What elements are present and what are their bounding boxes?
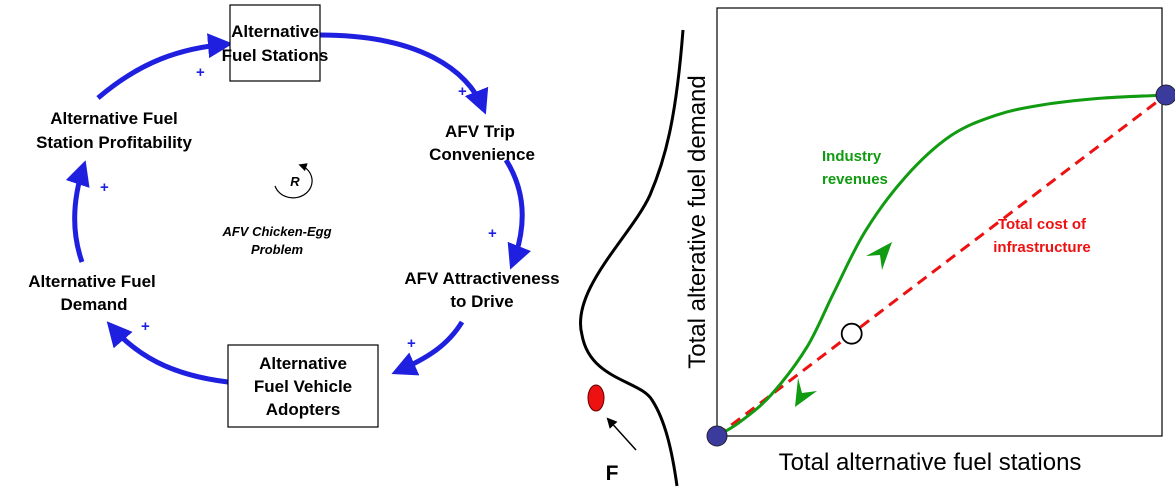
arrow-adopters-to-demand [106,321,229,385]
landscape-curve [579,29,685,487]
node-profitability-line2: Station Profitability [36,133,192,152]
equilibrium-point-unstable [840,322,863,345]
potential-landscape: F [579,29,685,487]
polarity-adopters-to-demand: + [141,318,150,335]
plot-frame [716,7,1163,437]
loop-rotation-icon [274,163,313,199]
revenue-label-line1: Industry [822,148,882,165]
revenue-direction-arrow-lower [795,378,817,407]
node-stations-line1: Alternative [231,22,319,41]
causal-loop-diagram: Alternative Fuel Stations AFV Trip Conve… [28,4,560,428]
polarity-demand-to-profitability: + [100,179,109,196]
node-convenience-line2: Convenience [429,145,535,164]
node-convenience-line1: AFV Trip [445,122,515,141]
node-adopters-line2: Fuel Vehicle [254,377,352,396]
node-attractiveness-line1: AFV Attractiveness [404,269,559,288]
polarity-convenience-to-attractiveness: + [488,225,497,242]
cost-label-line2: infrastructure [993,239,1091,256]
node-box-adopters [227,344,379,428]
node-stations-line2: Fuel Stations [222,46,329,65]
landscape-ball [587,384,605,412]
node-profitability-line1: Alternative Fuel [50,109,178,128]
arrow-demand-to-profitability [65,160,90,263]
node-demand-line1: Alternative Fuel [28,272,156,291]
series-line-revenue [716,93,1167,438]
revenue-label-line2: revenues [822,171,888,188]
landscape-label: F [606,462,619,485]
polarity-attractiveness-to-adopters: + [407,335,416,352]
polarity-profitability-to-stations: + [196,64,205,81]
arrow-attractiveness-to-adopters [391,320,465,376]
node-box-stations [229,4,321,82]
arrow-stations-to-convenience [319,32,489,115]
loop-name-line2: Problem [251,242,303,257]
node-adopters-line1: Alternative [259,354,347,373]
series-line-cost [716,93,1167,438]
node-adopters-line3: Adopters [266,400,341,419]
arrow-convenience-to-attractiveness [503,158,531,270]
x-axis-label: Total alternative fuel stations [779,449,1082,476]
arrow-profitability-to-stations [96,33,233,100]
loop-symbol: R [290,174,300,189]
cost-label-line1: Total cost of [998,216,1087,233]
y-axis-label: Total alterative fuel demand [684,75,711,369]
phase-chart: Total alterative fuel demand Total alter… [684,7,1175,476]
equilibrium-point-origin [706,425,728,447]
loop-name-line1: AFV Chicken-Egg [221,224,331,239]
revenue-direction-arrow-upper [866,242,892,270]
node-demand-line2: Demand [60,295,127,314]
node-attractiveness-line2: to Drive [450,292,513,311]
landscape-pointer-arrow [606,417,637,451]
equilibrium-point-high [1155,84,1175,106]
polarity-stations-to-convenience: + [458,83,467,100]
